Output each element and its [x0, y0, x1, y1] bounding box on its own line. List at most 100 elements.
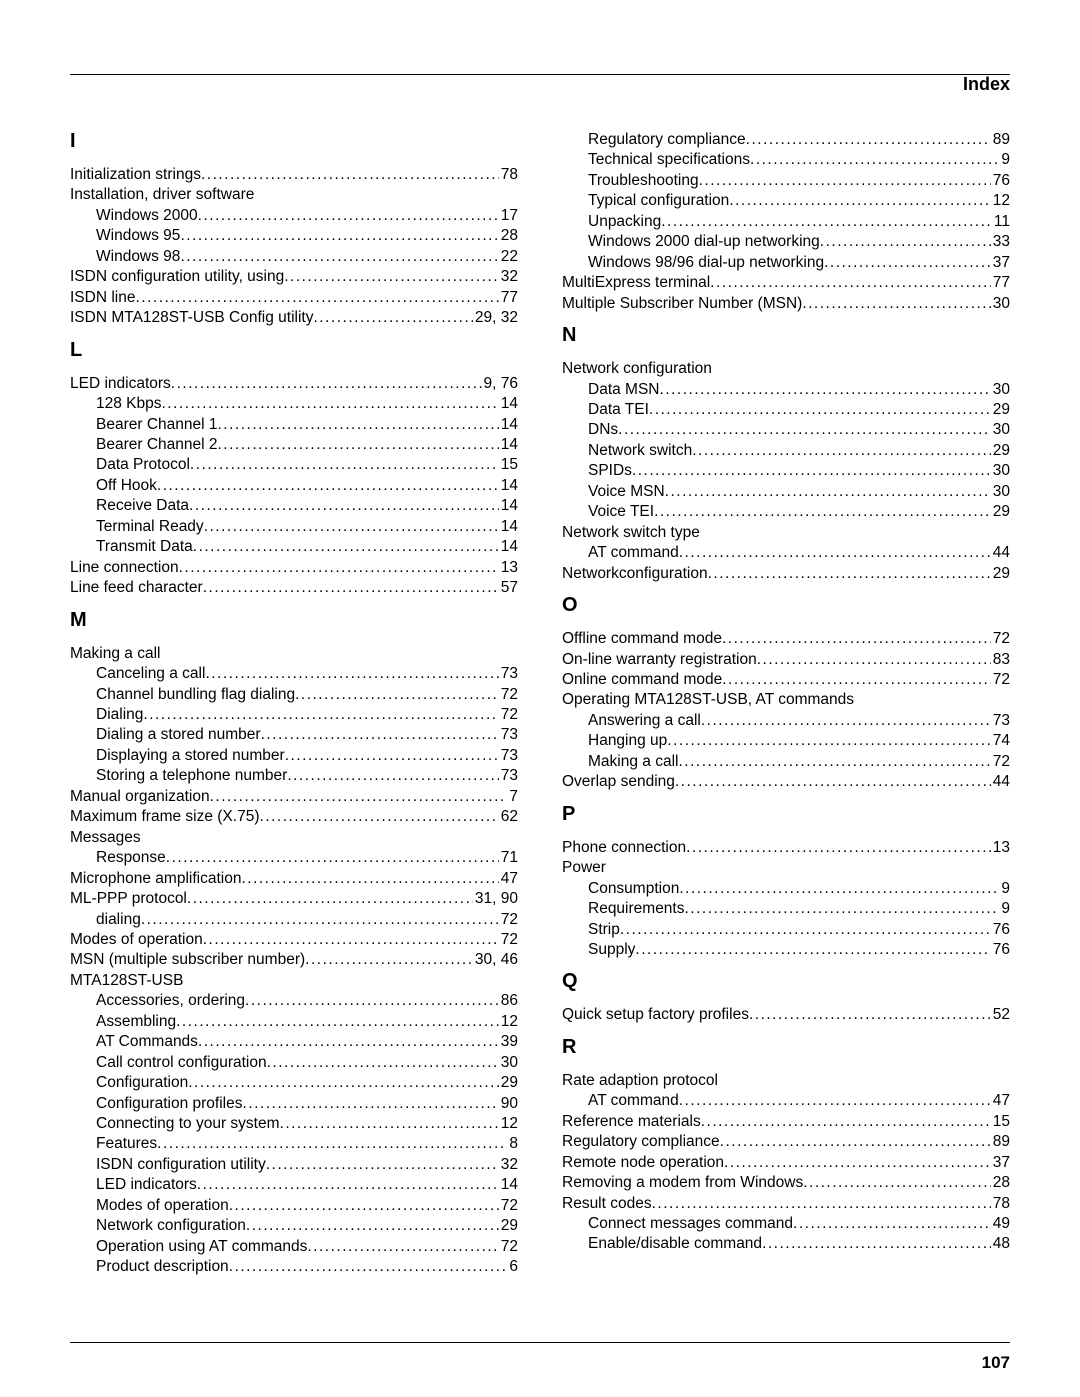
index-entry-page: 90 [499, 1094, 518, 1114]
index-entry-page: 57 [499, 578, 518, 598]
leader-dots [218, 435, 499, 455]
leader-dots [802, 294, 990, 314]
index-entry-page: 30 [991, 294, 1010, 314]
index-entry-label: Overlap sending [562, 772, 675, 792]
index-entry-label: AT Commands [96, 1032, 198, 1052]
leader-dots [285, 746, 499, 766]
section-letter: P [562, 803, 1010, 826]
index-entry-page: 12 [991, 191, 1010, 211]
index-entry-label: Features [96, 1134, 157, 1154]
index-entry-label: Dialing a stored number [96, 725, 261, 745]
leader-dots [197, 1175, 499, 1195]
index-entry-label: Windows 98 [96, 247, 180, 267]
index-entry-label: Configuration profiles [96, 1094, 242, 1114]
index-entry-label: Operation using AT commands [96, 1237, 307, 1257]
index-subentry: Supply 76 [562, 940, 1010, 960]
index-subentry: Connecting to your system 12 [70, 1114, 518, 1134]
leader-dots [189, 496, 499, 516]
index-entry-label: Supply [588, 940, 635, 960]
leader-dots [701, 711, 991, 731]
index-entry-label: Messages [70, 828, 141, 848]
section-letter: N [562, 324, 1010, 347]
index-columns: IInitialization strings 78Installation, … [70, 130, 1010, 1278]
leader-dots [722, 629, 991, 649]
index-entry: ML-PPP protocol 31, 90 [70, 889, 518, 909]
section-letter: M [70, 609, 518, 632]
leader-dots [692, 441, 991, 461]
index-subentry: Configuration 29 [70, 1073, 518, 1093]
index-subentry: Dialing 72 [70, 705, 518, 725]
index-entry-label: Enable/disable command [588, 1234, 762, 1254]
index-subentry: AT command 44 [562, 543, 1010, 563]
leader-dots [242, 1094, 498, 1114]
leader-dots [179, 558, 499, 578]
index-entry-page: 76 [991, 940, 1010, 960]
index-entry-page: 30, 46 [473, 950, 518, 970]
leader-dots [720, 1132, 991, 1152]
leader-dots [667, 731, 990, 751]
leader-dots [157, 1134, 507, 1154]
index-subentry: Strip 76 [562, 920, 1010, 940]
index-entry-page: 76 [991, 920, 1010, 940]
index-subentry: Making a call 72 [562, 752, 1010, 772]
index-entry-label: Connect messages command [588, 1214, 793, 1234]
index-entry: ISDN MTA128ST-USB Config utility 29, 32 [70, 308, 518, 328]
index-entry-label: Voice MSN [588, 482, 665, 502]
index-entry-label: Response [96, 848, 166, 868]
leader-dots [266, 1155, 499, 1175]
index-entry-page: 47 [991, 1091, 1010, 1111]
index-entry: Initialization strings 78 [70, 165, 518, 185]
index-subentry: Voice TEI 29 [562, 502, 1010, 522]
index-entry-label: Consumption [588, 879, 679, 899]
index-subentry: dialing 72 [70, 910, 518, 930]
leader-dots [679, 879, 999, 899]
index-entry-label: Typical configuration [588, 191, 729, 211]
index-entry-label: Receive Data [96, 496, 189, 516]
leader-dots [649, 400, 991, 420]
index-subentry: SPIDs 30 [562, 461, 1010, 481]
index-entry-label: Modes of operation [70, 930, 203, 950]
leader-dots [135, 288, 498, 308]
leader-dots [267, 1053, 499, 1073]
leader-dots [632, 461, 991, 481]
index-entry-label: Removing a modem from Windows [562, 1173, 803, 1193]
index-entry-page: 14 [499, 435, 518, 455]
index-entry-label: Offline command mode [562, 629, 722, 649]
index-entry-label: Windows 2000 [96, 206, 198, 226]
index-subentry: Features 8 [70, 1134, 518, 1154]
index-entry-page: 33 [991, 232, 1010, 252]
index-entry: Online command mode 72 [562, 670, 1010, 690]
index-subentry: Receive Data 14 [70, 496, 518, 516]
index-subentry: Answering a call 73 [562, 711, 1010, 731]
leader-dots [246, 1216, 499, 1236]
leader-dots [245, 991, 499, 1011]
index-entry-page: 13 [991, 838, 1010, 858]
leader-dots [180, 226, 498, 246]
index-entry-page: 30 [991, 420, 1010, 440]
leader-dots [188, 1073, 499, 1093]
index-heading: Operating MTA128ST-USB, AT commands [562, 690, 1010, 710]
index-entry: MultiExpress terminal 77 [562, 273, 1010, 293]
index-entry-page: 89 [991, 130, 1010, 150]
leader-dots [710, 273, 991, 293]
index-entry-label: Dialing [96, 705, 143, 725]
leader-dots [280, 1114, 499, 1134]
index-entry-page: 14 [499, 476, 518, 496]
index-subentry: Configuration profiles 90 [70, 1094, 518, 1114]
index-entry-page: 72 [991, 752, 1010, 772]
leader-dots [665, 482, 991, 502]
index-entry-page: 9 [999, 879, 1010, 899]
index-entry-label: Result codes [562, 1194, 652, 1214]
index-entry-label: Unpacking [588, 212, 661, 232]
index-entry-label: Product description [96, 1257, 229, 1277]
leader-dots [166, 848, 499, 868]
index-entry-page: 30 [991, 461, 1010, 481]
index-subentry: Regulatory compliance 89 [562, 130, 1010, 150]
index-subentry: Requirements 9 [562, 899, 1010, 919]
index-entry-page: 28 [991, 1173, 1010, 1193]
index-subentry: Data TEI 29 [562, 400, 1010, 420]
index-entry-label: Bearer Channel 2 [96, 435, 218, 455]
index-entry-page: 62 [499, 807, 518, 827]
index-entry-label: Storing a telephone number [96, 766, 287, 786]
index-entry-page: 48 [991, 1234, 1010, 1254]
